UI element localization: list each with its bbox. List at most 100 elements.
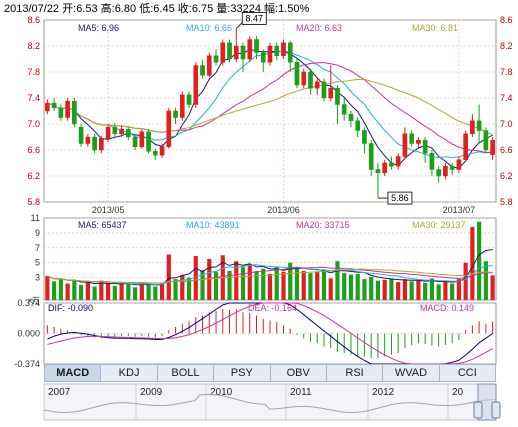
- candle-body: [166, 110, 172, 147]
- candle-body: [382, 162, 388, 173]
- timeline-year-label: 2007: [48, 387, 71, 398]
- volume-bar: [409, 281, 414, 300]
- volume-bar: [375, 280, 381, 300]
- candle-body: [355, 120, 361, 131]
- volume-bar: [342, 273, 347, 300]
- candle-body: [45, 102, 50, 112]
- indicator-tabs: MACD KDJ BOLL PSY OBV RSI WVAD CCI: [44, 364, 496, 382]
- candle-body: [72, 101, 77, 125]
- volume-bar: [227, 270, 232, 300]
- candle-body: [267, 45, 273, 63]
- candle-body: [220, 42, 226, 63]
- candle-body: [179, 94, 185, 118]
- volume-bar: [119, 284, 124, 300]
- volume-bar: [105, 282, 111, 300]
- candle-body: [260, 52, 266, 63]
- volume-bar: [99, 280, 104, 300]
- volume-bar: [490, 275, 495, 300]
- timeline-year-label: 20: [452, 387, 464, 398]
- candle-body: [287, 42, 293, 63]
- candle-body: [227, 42, 232, 60]
- timeline-right-handle[interactable]: [491, 401, 501, 419]
- volume-bar: [261, 268, 266, 300]
- candle-body: [51, 102, 57, 108]
- candle-body: [490, 140, 495, 155]
- low-value: 6.45: [153, 3, 175, 15]
- candle-body: [152, 151, 158, 156]
- volume-bar: [382, 279, 387, 300]
- candle-body: [274, 45, 280, 56]
- candle-body: [321, 81, 327, 99]
- volume-bar: [146, 285, 151, 300]
- candle-body: [314, 81, 320, 89]
- volume-bar: [193, 256, 198, 300]
- price-y-tick-right: 7.0: [500, 119, 513, 129]
- low-marker-label: 5.86: [391, 193, 409, 203]
- volume-bar: [423, 282, 428, 300]
- volume-bar: [267, 273, 273, 300]
- volume-bar: [274, 266, 279, 300]
- candle-body: [200, 65, 205, 76]
- volume-bar: [173, 279, 178, 300]
- open-value: 6.53: [76, 3, 98, 15]
- low-marker-box: [387, 191, 413, 205]
- volume-bar: [159, 283, 165, 300]
- timeline-left-handle[interactable]: [473, 401, 483, 419]
- volume-bar: [166, 254, 171, 300]
- candle-body: [254, 39, 259, 53]
- tab-cci[interactable]: CCI: [457, 367, 477, 379]
- volume-ma30-label: MA30: 29137: [412, 220, 466, 230]
- tab-boll[interactable]: BOLL: [158, 365, 215, 381]
- candle-body: [186, 94, 192, 105]
- volume-y-tick: 9: [35, 228, 40, 238]
- candle-body: [173, 110, 178, 118]
- high-label: 高:: [100, 3, 115, 15]
- close-value: 6.75: [191, 3, 214, 15]
- candle-body: [132, 136, 138, 147]
- volume-bar: [281, 271, 286, 300]
- candle-body: [247, 39, 253, 60]
- candle-body: [193, 65, 199, 105]
- volume-bar: [335, 261, 340, 300]
- candle-body: [362, 130, 367, 144]
- price-y-tick-left: 8.2: [27, 41, 40, 51]
- tab-kdj[interactable]: KDJ: [101, 365, 158, 381]
- volume-bar: [72, 280, 77, 300]
- candle-body: [422, 140, 428, 154]
- tab-wvad[interactable]: WVAD: [383, 365, 440, 381]
- price-y-tick-left: 6.6: [27, 145, 40, 155]
- volume-bar: [240, 267, 246, 300]
- volume-bar: [396, 282, 401, 300]
- macd-dif-label: DIF: -0.090: [48, 303, 93, 313]
- price-y-tick-right: 7.4: [500, 93, 513, 103]
- timeline-year-label: 2010: [210, 387, 233, 398]
- close-label: 收:: [177, 3, 192, 15]
- open-label: 开:: [62, 3, 77, 15]
- candle-body: [233, 45, 239, 60]
- candle-body: [308, 71, 313, 89]
- candle-body: [240, 45, 246, 60]
- volume-bar: [315, 271, 320, 300]
- high-marker-label: 8.47: [246, 13, 264, 23]
- volume-bar: [429, 278, 435, 300]
- volume-bar: [112, 285, 117, 300]
- price-ma5-label: MA5: 6.96: [78, 23, 119, 33]
- candle-body: [301, 71, 307, 86]
- tab-psy[interactable]: PSY: [214, 365, 271, 381]
- candle-body: [65, 101, 70, 118]
- tab-rsi[interactable]: RSI: [327, 365, 384, 381]
- change-value: 1.50%: [278, 3, 310, 15]
- volume-bar: [470, 226, 475, 300]
- high-value: 6.80: [114, 3, 137, 15]
- tab-macd[interactable]: MACD: [45, 365, 102, 381]
- price-y-tick-left: 7.0: [27, 119, 40, 129]
- candle-body: [105, 127, 111, 139]
- price-y-tick-left: 5.8: [27, 197, 40, 207]
- volume-bar: [328, 278, 333, 300]
- candle-body: [375, 169, 381, 173]
- candle-body: [436, 169, 441, 177]
- price-y-tick-left: 6.2: [27, 171, 40, 181]
- tab-obv[interactable]: OBV: [271, 365, 327, 381]
- candle-body: [470, 120, 475, 134]
